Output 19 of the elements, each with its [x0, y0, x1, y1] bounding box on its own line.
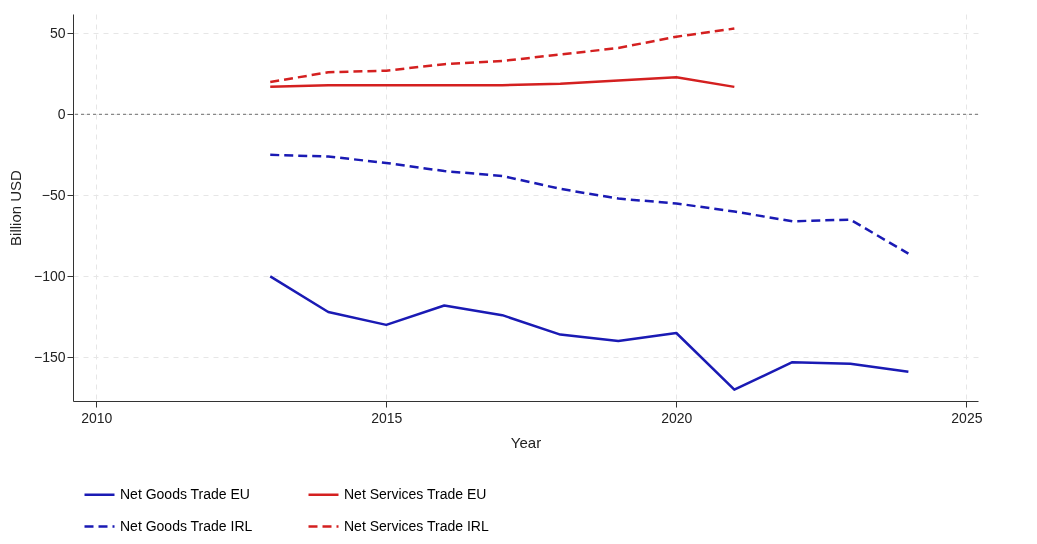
legend-label: Net Goods Trade EU: [120, 485, 250, 502]
y-tick-label: −50: [41, 186, 66, 203]
y-tick-label: −100: [33, 267, 66, 284]
y-tick-label: 50: [49, 24, 66, 41]
y-axis-title: Billion USD: [6, 169, 24, 246]
y-tick-label: −150: [33, 348, 66, 365]
x-tick-label: 2020: [661, 409, 693, 426]
x-tick-label: 2010: [81, 409, 113, 426]
legend-label: Net Services Trade IRL: [344, 517, 489, 534]
line-series: [268, 27, 736, 84]
legend-label: Net Services Trade EU: [344, 485, 487, 502]
x-tick-label: 2015: [371, 409, 403, 426]
legend-label: Net Goods Trade IRL: [120, 517, 253, 534]
line-series: [268, 75, 736, 89]
x-axis-title: Year: [510, 433, 542, 451]
x-tick-label: 2025: [951, 409, 983, 426]
line-series: [268, 275, 910, 391]
line-series: [268, 153, 910, 255]
y-tick-label: 0: [57, 105, 66, 122]
